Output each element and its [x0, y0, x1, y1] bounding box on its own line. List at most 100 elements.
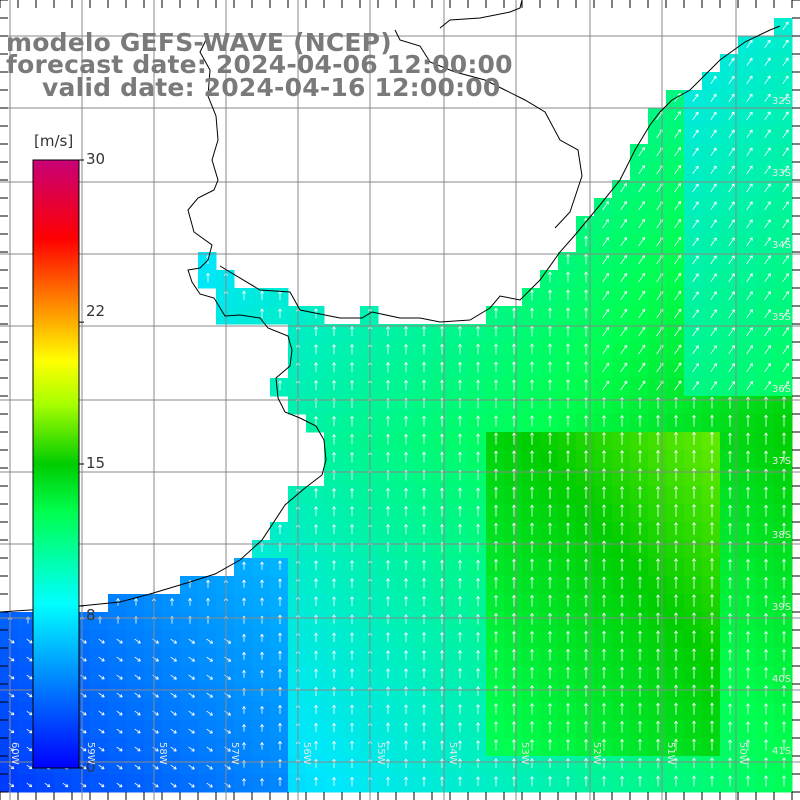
- wind-arrow: [656, 757, 660, 769]
- wind-cell: [594, 288, 613, 307]
- wind-cell: [702, 342, 721, 361]
- lon-label: 54W: [447, 742, 458, 765]
- wind-cell: [378, 342, 397, 361]
- wind-cell: [450, 630, 469, 649]
- wind-cell: [360, 522, 379, 541]
- wind-arrow: [332, 488, 336, 499]
- wind-cell: [396, 396, 415, 415]
- wind-arrow: [548, 361, 552, 373]
- wind-cell: [648, 144, 667, 163]
- wind-arrow: [584, 271, 588, 283]
- wind-arrow: [566, 649, 570, 661]
- wind-arrow: [494, 721, 498, 733]
- wind-arrow: [584, 235, 588, 247]
- wind-cell: [666, 648, 685, 667]
- wind-cell: [630, 558, 649, 577]
- wind-cell: [270, 684, 289, 703]
- wind-arrow: [548, 432, 552, 445]
- wind-cell: [702, 378, 721, 397]
- wind-arrow: [566, 594, 570, 607]
- wind-cell: [414, 414, 433, 433]
- wind-cell: [288, 756, 307, 775]
- wind-cell: [360, 450, 379, 469]
- wind-cell: [234, 702, 253, 721]
- wind-arrow: [242, 724, 246, 732]
- lat-label: 33S: [772, 168, 792, 179]
- wind-cell: [612, 558, 631, 577]
- wind-cell: [756, 126, 775, 145]
- wind-arrow: [26, 692, 33, 698]
- wind-cell: [612, 576, 631, 595]
- wind-arrow: [332, 380, 336, 391]
- wind-arrow: [314, 668, 318, 679]
- wind-cell: [288, 540, 307, 559]
- wind-arrow: [206, 579, 210, 588]
- wind-cell: [684, 414, 703, 433]
- wind-arrow: [602, 630, 606, 643]
- wind-cell: [774, 558, 793, 577]
- wind-cell: [558, 594, 577, 613]
- wind-arrow: [98, 674, 105, 680]
- wind-cell: [666, 738, 685, 757]
- wind-arrow: [530, 289, 534, 301]
- wind-cell: [756, 522, 775, 541]
- wind-arrow: [458, 578, 462, 589]
- wind-cell: [414, 378, 433, 397]
- wind-arrow: [530, 739, 534, 751]
- wind-arrow: [710, 75, 717, 84]
- wind-cell: [666, 630, 685, 649]
- wind-arrow: [638, 558, 642, 571]
- wind-cell: [342, 720, 361, 739]
- wind-arrow: [746, 649, 750, 661]
- wind-cell: [738, 378, 757, 397]
- wind-cell: [486, 576, 505, 595]
- wind-cell: [324, 684, 343, 703]
- wind-arrow: [620, 326, 628, 337]
- wind-cell: [306, 378, 325, 397]
- wind-arrow: [530, 685, 534, 697]
- wind-arrow: [764, 147, 771, 157]
- wind-arrow: [260, 290, 264, 301]
- wind-cell: [450, 486, 469, 505]
- wind-cell: [432, 468, 451, 487]
- wind-cell: [306, 396, 325, 415]
- wind-cell: [252, 756, 271, 775]
- wind-cell: [648, 126, 667, 145]
- wind-arrow: [548, 685, 552, 697]
- wind-cell: [774, 36, 793, 55]
- wind-cell: [126, 612, 145, 631]
- wind-arrow: [512, 776, 516, 787]
- wind-arrow: [764, 255, 771, 265]
- wind-cell: [702, 612, 721, 631]
- wind-cell: [378, 594, 397, 613]
- wind-cell: [432, 558, 451, 577]
- wind-cell: [504, 504, 523, 523]
- wind-cell: [234, 756, 253, 775]
- wind-arrow: [584, 379, 588, 391]
- wind-arrow: [278, 704, 282, 715]
- wind-arrow: [710, 666, 714, 679]
- wind-arrow: [404, 614, 408, 625]
- wind-arrow: [494, 577, 498, 589]
- wind-arrow: [620, 522, 624, 535]
- wind-arrow: [746, 273, 753, 283]
- wind-cell: [522, 468, 541, 487]
- wind-arrow: [584, 776, 588, 787]
- wind-arrow: [278, 506, 282, 517]
- wind-arrow: [404, 344, 408, 355]
- wind-arrow: [332, 362, 336, 373]
- wind-cell: [774, 144, 793, 163]
- wind-cell: [396, 630, 415, 649]
- wind-cell: [540, 738, 559, 757]
- wind-cell: [558, 612, 577, 631]
- wind-cell: [360, 648, 379, 667]
- wind-cell: [594, 738, 613, 757]
- wind-cell: [756, 252, 775, 271]
- wind-cell: [612, 378, 631, 397]
- wind-arrow: [548, 271, 552, 283]
- wind-cell: [288, 702, 307, 721]
- wind-cell: [558, 558, 577, 577]
- wind-arrow: [602, 380, 610, 391]
- wind-arrow: [692, 273, 699, 283]
- wind-arrow: [782, 631, 786, 643]
